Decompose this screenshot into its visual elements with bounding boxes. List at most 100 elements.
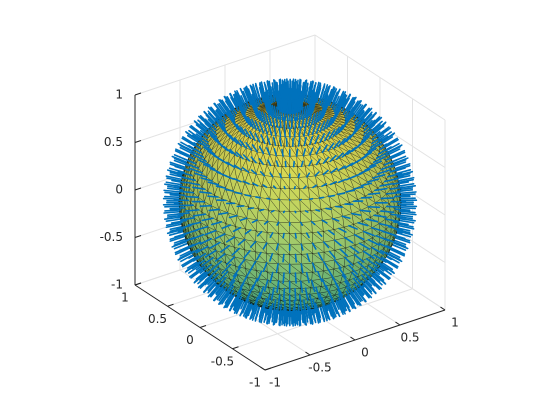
- quiver-arrow: [354, 118, 365, 131]
- x-tick: [305, 351, 311, 356]
- quiver-arrow: [373, 121, 387, 133]
- quiver-arrow: [280, 107, 284, 121]
- quiver-arrow: [328, 90, 336, 107]
- quiver-arrow: [377, 127, 392, 139]
- quiver-arrow: [300, 263, 304, 274]
- quiver-arrow: [344, 236, 354, 244]
- quiver-arrow: [329, 301, 337, 318]
- quiver-arrow: [276, 221, 280, 226]
- quiver-arrow: [224, 96, 235, 111]
- quiver-arrow: [191, 259, 206, 270]
- quiver-arrow: [182, 229, 198, 235]
- quiver-arrow: [307, 114, 313, 127]
- quiver-arrow: [268, 124, 273, 136]
- quiver-arrow: [311, 242, 317, 250]
- quiver-arrow: [390, 243, 407, 251]
- quiver-arrow: [216, 276, 227, 289]
- quiver-arrow: [344, 109, 354, 123]
- z-tick-label: 0: [115, 183, 123, 197]
- quiver-arrow: [165, 223, 183, 229]
- quiver-arrow: [242, 154, 251, 162]
- quiver-arrow: [384, 254, 400, 264]
- quiver-arrow: [163, 216, 181, 220]
- quiver-arrow: [184, 195, 200, 199]
- quiver-arrow: [367, 116, 381, 129]
- quiver-arrow: [394, 231, 412, 238]
- quiver-arrow: [258, 208, 265, 212]
- quiver-arrow: [239, 126, 248, 138]
- quiver-arrow: [254, 120, 261, 133]
- quiver-arrow: [298, 126, 302, 138]
- quiver-arrow: [328, 302, 336, 319]
- quiver-arrow: [225, 279, 236, 293]
- quiver-arrow: [332, 126, 340, 138]
- quiver-arrow: [332, 95, 340, 111]
- quiver-arrow: [387, 144, 403, 153]
- quiver-arrow: [361, 111, 373, 125]
- quiver-arrow: [389, 166, 405, 173]
- quiver-arrow: [319, 305, 326, 323]
- quiver-arrow: [394, 228, 411, 234]
- quiver-arrow: [173, 242, 190, 250]
- quiver-arrow: [224, 174, 235, 180]
- quiver-arrow: [208, 267, 220, 279]
- quiver-arrow: [374, 187, 388, 192]
- z-tick: [134, 187, 142, 191]
- quiver-arrow: [314, 134, 320, 145]
- quiver-arrow: [304, 210, 309, 213]
- quiver-arrow: [338, 267, 347, 278]
- quiver-arrow: [273, 125, 277, 137]
- quiver-arrow: [351, 212, 362, 216]
- quiver-arrow: [351, 100, 362, 115]
- quiver-arrow: [315, 122, 321, 134]
- quiver-arrow: [392, 180, 409, 185]
- quiver-arrow: [242, 92, 250, 108]
- quiver-arrow: [163, 189, 181, 193]
- quiver-arrow: [365, 257, 379, 268]
- y-tick-label: 0.5: [148, 312, 167, 326]
- quiver-arrow: [345, 97, 356, 112]
- quiver-arrow: [233, 137, 243, 147]
- quiver-arrow: [251, 144, 259, 153]
- quiver-arrow: [199, 142, 213, 152]
- quiver-arrow: [304, 287, 309, 301]
- quiver-arrow: [294, 210, 297, 214]
- quiver-arrow: [384, 218, 400, 223]
- quiver-arrow: [256, 88, 263, 105]
- quiver-arrow: [171, 240, 188, 248]
- quiver-arrow: [269, 271, 274, 283]
- quiver-arrow: [282, 210, 286, 214]
- quiver-arrow: [351, 271, 362, 283]
- quiver-arrow: [364, 280, 377, 294]
- quiver-arrow: [371, 134, 385, 145]
- quiver-arrow: [390, 161, 407, 168]
- quiver-arrow: [173, 159, 190, 167]
- quiver-arrow: [201, 217, 214, 222]
- quiver-arrow: [164, 205, 182, 208]
- quiver-arrow: [215, 109, 226, 123]
- quiver-arrow: [327, 303, 335, 320]
- quiver-arrow: [359, 268, 372, 280]
- quiver-arrow: [307, 103, 313, 117]
- quiver-arrow: [258, 122, 265, 134]
- quiver-arrow: [209, 241, 221, 249]
- quiver-arrow: [211, 260, 223, 271]
- quiver-arrow: [266, 135, 271, 146]
- x-tick-label: 0.5: [400, 331, 419, 345]
- y-tick: [232, 346, 239, 350]
- quiver-arrow: [233, 292, 242, 307]
- quiver-arrow: [215, 117, 226, 130]
- quiver-arrow: [266, 101, 271, 116]
- quiver-arrow: [363, 119, 376, 132]
- quiver-arrow: [204, 229, 217, 236]
- quiver-arrow: [164, 209, 182, 212]
- quiver-arrow: [245, 303, 253, 319]
- quiver-arrow: [270, 209, 275, 213]
- quiver-arrow: [308, 159, 313, 167]
- quiver-arrow: [325, 117, 333, 130]
- quiver-arrow: [272, 136, 277, 147]
- quiver-arrow: [357, 261, 369, 272]
- quiver-arrow: [197, 159, 211, 167]
- quiver-arrow: [367, 264, 381, 276]
- quiver-arrow: [317, 270, 323, 283]
